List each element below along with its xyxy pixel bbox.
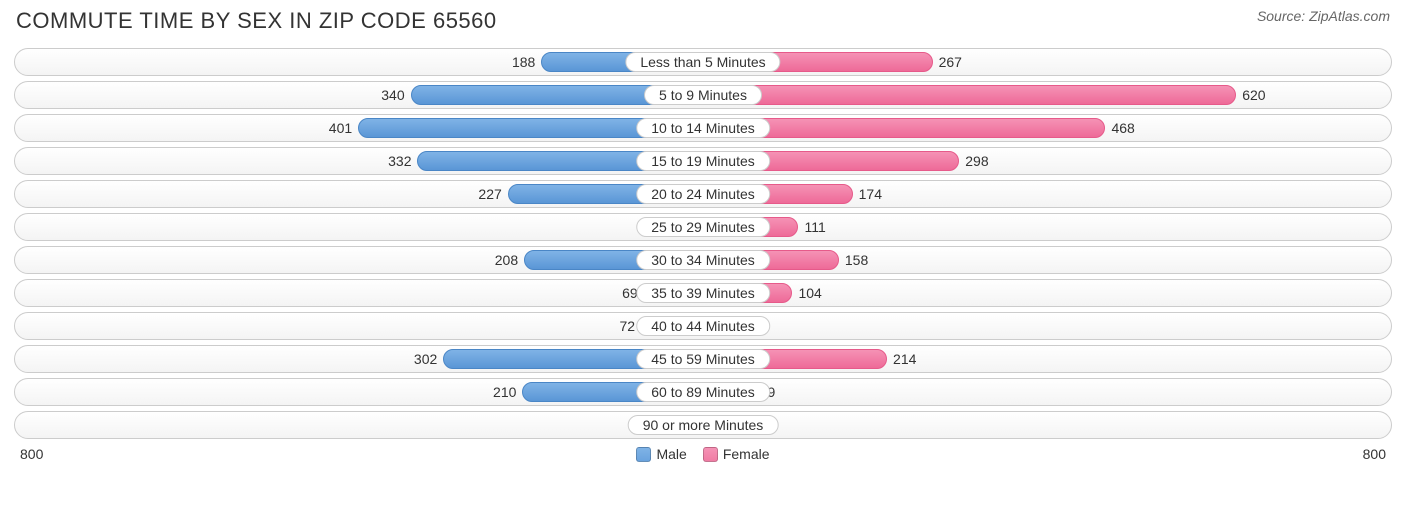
chart-row: 302 214 45 to 59 Minutes — [14, 345, 1392, 373]
value-female: 174 — [859, 181, 882, 209]
legend-swatch-female — [703, 447, 718, 462]
legend-label-female: Female — [723, 446, 770, 462]
value-female: 267 — [939, 49, 962, 77]
axis-left-max: 800 — [20, 446, 43, 462]
value-female: 111 — [804, 214, 825, 242]
source-prefix: Source: — [1257, 8, 1309, 24]
chart-plot-area: 188 267 Less than 5 Minutes 340 620 5 to 9 Mi… — [14, 48, 1392, 439]
chart-row: 227 174 20 to 24 Minutes — [14, 180, 1392, 208]
value-male: 188 — [512, 49, 535, 77]
category-label: 35 to 39 Minutes — [636, 283, 770, 303]
legend-label-male: Male — [656, 446, 686, 462]
axis-right-max: 800 — [1363, 446, 1386, 462]
axis-row: 800 Male Female 800 — [14, 444, 1392, 462]
chart-header: COMMUTE TIME BY SEX IN ZIP CODE 65560 So… — [14, 8, 1392, 34]
value-male: 72 — [620, 313, 636, 341]
value-male: 332 — [388, 148, 411, 176]
category-label: 45 to 59 Minutes — [636, 349, 770, 369]
value-male: 210 — [493, 379, 516, 407]
chart-row: 36590 or more Minutes — [14, 411, 1392, 439]
chart-row: 401 468 10 to 14 Minutes — [14, 114, 1392, 142]
chart-row: 721440 to 44 Minutes — [14, 312, 1392, 340]
value-male: 340 — [381, 82, 404, 110]
category-label: 20 to 24 Minutes — [636, 184, 770, 204]
legend-item-male: Male — [636, 446, 686, 462]
value-male: 302 — [414, 346, 437, 374]
legend: Male Female — [636, 446, 769, 462]
value-female: 620 — [1242, 82, 1265, 110]
category-label: 90 or more Minutes — [628, 415, 779, 435]
legend-swatch-male — [636, 447, 651, 462]
value-female: 104 — [798, 280, 821, 308]
chart-source: Source: ZipAtlas.com — [1257, 8, 1390, 24]
source-name: ZipAtlas.com — [1309, 8, 1390, 24]
category-label: 15 to 19 Minutes — [636, 151, 770, 171]
value-male: 401 — [329, 115, 352, 143]
value-female: 214 — [893, 346, 916, 374]
chart-row: 208 158 30 to 34 Minutes — [14, 246, 1392, 274]
legend-item-female: Female — [703, 446, 770, 462]
category-label: 40 to 44 Minutes — [636, 316, 770, 336]
category-label: Less than 5 Minutes — [625, 52, 780, 72]
value-female: 158 — [845, 247, 868, 275]
chart-row: 6910435 to 39 Minutes — [14, 279, 1392, 307]
category-label: 30 to 34 Minutes — [636, 250, 770, 270]
category-label: 5 to 9 Minutes — [644, 85, 762, 105]
category-label: 10 to 14 Minutes — [636, 118, 770, 138]
chart-row: 3911125 to 29 Minutes — [14, 213, 1392, 241]
value-male: 208 — [495, 247, 518, 275]
bar-female — [703, 85, 1236, 105]
chart-row: 188 267 Less than 5 Minutes — [14, 48, 1392, 76]
category-label: 25 to 29 Minutes — [636, 217, 770, 237]
chart-row: 2105960 to 89 Minutes — [14, 378, 1392, 406]
value-female: 468 — [1111, 115, 1134, 143]
value-female: 298 — [965, 148, 988, 176]
chart-row: 332 298 15 to 19 Minutes — [14, 147, 1392, 175]
chart-title: COMMUTE TIME BY SEX IN ZIP CODE 65560 — [16, 8, 497, 34]
chart-container: COMMUTE TIME BY SEX IN ZIP CODE 65560 So… — [0, 0, 1406, 523]
chart-row: 340 620 5 to 9 Minutes — [14, 81, 1392, 109]
category-label: 60 to 89 Minutes — [636, 382, 770, 402]
value-male: 227 — [478, 181, 501, 209]
